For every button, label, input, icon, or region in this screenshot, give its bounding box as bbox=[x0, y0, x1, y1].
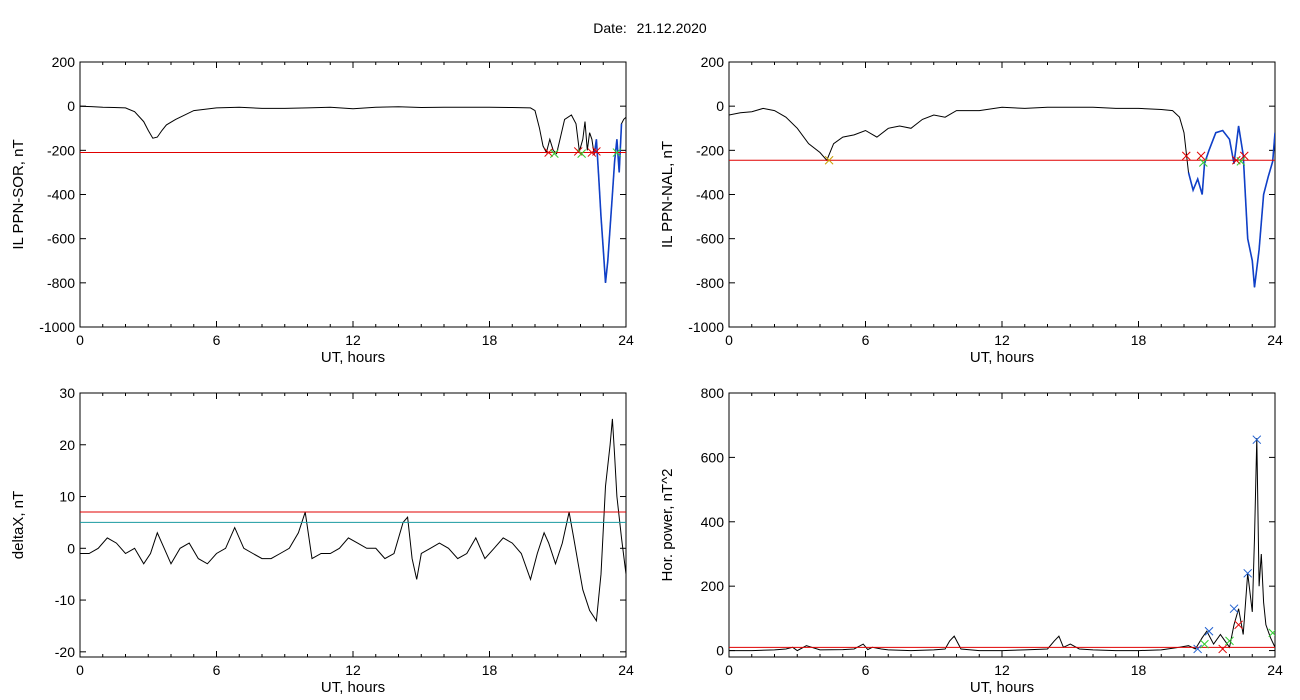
y-tick-label: -20 bbox=[55, 644, 75, 660]
y-tick-label: 0 bbox=[716, 98, 724, 114]
x-axis-label: UT, hours bbox=[970, 349, 1034, 366]
highlight-segment bbox=[593, 123, 623, 283]
y-tick-label: -400 bbox=[696, 187, 724, 203]
highlight-segment bbox=[1187, 125, 1275, 288]
x-tick-label: 6 bbox=[862, 332, 870, 348]
series-line-1 bbox=[80, 418, 626, 623]
y-tick-label: -10 bbox=[55, 592, 75, 608]
x-axis-label: UT, hours bbox=[970, 679, 1034, 696]
marker-green bbox=[1200, 639, 1209, 649]
x-axis-label: UT, hours bbox=[321, 349, 385, 366]
marker-green bbox=[577, 149, 586, 158]
marker-yellow bbox=[824, 155, 834, 165]
x-tick-label: 12 bbox=[345, 662, 361, 678]
marker-red bbox=[1234, 620, 1243, 630]
x-tick-label: 24 bbox=[618, 662, 634, 678]
y-tick-label: 200 bbox=[52, 54, 76, 70]
y-tick-label: 30 bbox=[59, 385, 75, 401]
marker-red bbox=[592, 147, 601, 156]
chart-panel-4: 0 6 12 18 24 800 600 400 200 0 UT, hours Hor. power… bbox=[659, 385, 1283, 696]
x-axis-label: UT, hours bbox=[321, 679, 385, 696]
chart-panel-3: 0 6 12 18 24 30 20 10 0 -10 -20 UT, hours deltaX, nT bbox=[10, 385, 634, 696]
y-axis-label: Hor. power, nT^2 bbox=[659, 469, 676, 582]
series-line-1 bbox=[729, 438, 1275, 652]
y-axis-label: IL PPN-NAL, nT bbox=[659, 141, 676, 248]
marker-red bbox=[1196, 151, 1206, 161]
marker-red bbox=[1218, 644, 1228, 654]
marker-green bbox=[1198, 158, 1208, 167]
marker-red bbox=[1181, 151, 1191, 161]
marker-red bbox=[544, 148, 554, 157]
marker-blue bbox=[1243, 568, 1253, 578]
plot-area bbox=[729, 435, 1275, 654]
x-tick-label: 18 bbox=[482, 662, 498, 678]
y-tick-label: -800 bbox=[47, 275, 75, 291]
y-tick-label: -600 bbox=[47, 231, 75, 247]
x-tick-label: 18 bbox=[1131, 332, 1147, 348]
chart-panel-2: 0 6 12 18 24 200 0 -200 -400 -600 -800 -1000 UT, hou… bbox=[659, 54, 1283, 366]
plot-frame bbox=[728, 61, 1276, 328]
marker-blue bbox=[1252, 435, 1262, 445]
marker-green bbox=[1268, 628, 1275, 638]
marker-green bbox=[1225, 636, 1234, 646]
x-tick-label: 6 bbox=[213, 332, 221, 348]
plot-area bbox=[729, 106, 1275, 288]
marker-red bbox=[1239, 151, 1249, 161]
y-tick-label: 200 bbox=[701, 578, 725, 594]
x-tick-label: 6 bbox=[862, 662, 870, 678]
y-tick-label: 0 bbox=[67, 540, 75, 556]
x-tick-label: 24 bbox=[618, 332, 634, 348]
series-line-1 bbox=[729, 106, 1275, 288]
marker-green bbox=[1236, 157, 1246, 166]
x-tick-label: 24 bbox=[1267, 662, 1283, 678]
x-tick-label: 18 bbox=[1131, 662, 1147, 678]
y-tick-label: -200 bbox=[696, 142, 724, 158]
x-tick-label: 12 bbox=[994, 662, 1010, 678]
y-tick-label: -800 bbox=[696, 275, 724, 291]
y-tick-label: 600 bbox=[701, 449, 725, 465]
x-tick-label: 12 bbox=[994, 332, 1010, 348]
y-tick-label: 20 bbox=[59, 437, 75, 453]
plot-area bbox=[80, 418, 626, 623]
y-tick-label: 800 bbox=[701, 385, 725, 401]
x-tick-label: 6 bbox=[213, 662, 221, 678]
x-tick-label: 0 bbox=[76, 332, 84, 348]
y-tick-label: 200 bbox=[701, 54, 725, 70]
x-tick-label: 12 bbox=[345, 332, 361, 348]
x-tick-label: 0 bbox=[76, 662, 84, 678]
chart-panel-1: 0 6 12 18 24 200 0 -200 -400 -600 -800 -1000 UT, hou… bbox=[10, 54, 634, 366]
x-tick-label: 0 bbox=[725, 332, 733, 348]
marker-green bbox=[549, 149, 559, 158]
plot-area bbox=[80, 105, 626, 283]
plot-frame bbox=[79, 61, 627, 328]
y-tick-label: 400 bbox=[701, 514, 725, 530]
y-tick-label: -400 bbox=[47, 187, 75, 203]
y-tick-label: 0 bbox=[716, 643, 724, 659]
series-line-1 bbox=[80, 105, 626, 283]
date-label: Date: bbox=[593, 20, 627, 36]
plot-frame bbox=[728, 392, 1276, 658]
y-tick-label: -200 bbox=[47, 142, 75, 158]
x-tick-label: 18 bbox=[482, 332, 498, 348]
marker-blue bbox=[1193, 644, 1203, 654]
marker-blue bbox=[1204, 626, 1214, 636]
date-value: 21.12.2020 bbox=[636, 20, 707, 36]
x-tick-label: 24 bbox=[1267, 332, 1283, 348]
marker-green bbox=[612, 148, 622, 157]
y-tick-label: -1000 bbox=[688, 319, 724, 335]
x-tick-label: 0 bbox=[725, 662, 733, 678]
marker-blue bbox=[1229, 604, 1239, 614]
y-tick-label: -1000 bbox=[39, 319, 75, 335]
y-tick-label: 10 bbox=[59, 489, 75, 505]
y-axis-label: IL PPN-SOR, nT bbox=[10, 139, 27, 249]
y-axis-label: deltaX, nT bbox=[10, 491, 27, 559]
y-tick-label: 0 bbox=[67, 98, 75, 114]
figure-date-title: Date: 21.12.2020 bbox=[0, 20, 1300, 36]
plot-frame bbox=[79, 392, 627, 658]
y-tick-label: -600 bbox=[696, 231, 724, 247]
